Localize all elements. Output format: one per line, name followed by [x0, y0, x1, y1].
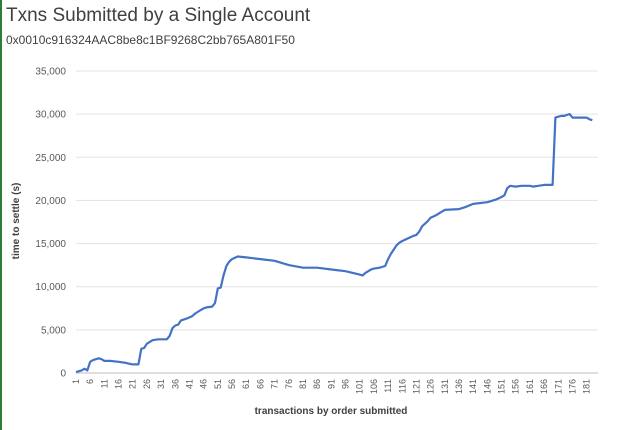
x-tick-label: 101 — [355, 379, 365, 394]
x-tick-label: 126 — [426, 379, 436, 394]
x-tick-label: 6 — [85, 379, 95, 384]
x-tick-label: 11 — [99, 379, 109, 388]
x-tick-label: 1 — [71, 379, 81, 384]
x-tick-label: 16 — [114, 379, 124, 389]
y-tick-label: 15,000 — [35, 239, 66, 250]
x-tick-label: 51 — [213, 379, 223, 389]
y-tick-label: 30,000 — [35, 110, 66, 121]
x-tick-label: 151 — [497, 379, 507, 394]
x-axis-title: transactions by order submitted — [255, 406, 408, 417]
chart-title: Txns Submitted by a Single Account — [6, 5, 311, 26]
x-tick-label: 21 — [128, 379, 138, 389]
x-tick-label: 131 — [440, 379, 450, 394]
x-tick-label: 111 — [383, 379, 393, 393]
x-tick-label: 121 — [411, 379, 421, 394]
y-tick-label: 20,000 — [35, 196, 66, 207]
x-tick-label: 56 — [227, 379, 237, 389]
x-tick-label: 136 — [454, 379, 464, 394]
x-tick-label: 146 — [482, 379, 492, 394]
x-tick-label: 166 — [539, 379, 549, 394]
x-tick-label: 156 — [511, 379, 521, 394]
x-tick-label: 76 — [284, 379, 294, 389]
x-tick-label: 91 — [326, 379, 336, 389]
y-tick-label: 25,000 — [35, 153, 66, 164]
series-line — [75, 112, 593, 374]
x-axis-ticks: 1 6 11 16 21 26 31 36 41 46 51 56 61 66 71 76 81 86 91 96 10… — [71, 379, 592, 394]
y-tick-label: 0 — [60, 369, 66, 380]
y-tick-label: 35,000 — [35, 67, 66, 78]
y-tick-label: 10,000 — [35, 282, 66, 293]
y-axis-ticks: 0 5,000 10,000 15,000 20,000 25,000 30,000 35,0… — [35, 67, 66, 380]
x-tick-label: 96 — [341, 379, 351, 389]
x-tick-label: 161 — [525, 379, 535, 394]
x-tick-label: 66 — [255, 379, 265, 389]
x-tick-label: 41 — [184, 379, 194, 389]
y-axis-title: time to settle (s) — [11, 183, 22, 260]
x-tick-label: 36 — [170, 379, 180, 389]
x-tick-label: 31 — [156, 379, 166, 389]
x-tick-label: 176 — [567, 379, 577, 394]
window-left-border — [0, 0, 2, 430]
x-tick-label: 171 — [553, 379, 563, 394]
x-tick-label: 141 — [468, 379, 478, 394]
x-tick-label: 46 — [199, 379, 209, 389]
chart-subtitle: 0x0010c916324AAC8be8c1BF9268C2bb765A801F… — [6, 33, 295, 47]
x-tick-label: 71 — [270, 379, 280, 389]
x-tick-label: 106 — [369, 379, 379, 394]
x-tick-label: 116 — [397, 379, 407, 393]
x-tick-label: 61 — [241, 379, 251, 389]
x-tick-label: 81 — [298, 379, 308, 389]
x-tick-label: 181 — [582, 379, 592, 394]
x-tick-label: 86 — [312, 379, 322, 389]
x-tick-label: 26 — [142, 379, 152, 389]
gridlines — [76, 70, 598, 331]
y-tick-label: 5,000 — [41, 325, 66, 336]
